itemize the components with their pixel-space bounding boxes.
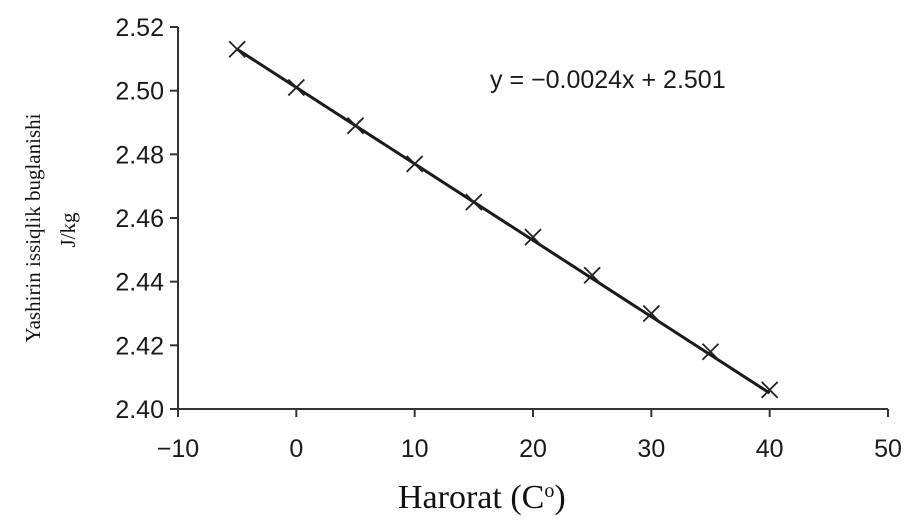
data-point-marker <box>287 78 305 97</box>
x-tick-label: 0 <box>289 435 303 463</box>
y-axis-title-line2: J/kg <box>56 212 80 248</box>
x-tick-label: 10 <box>401 435 429 463</box>
x-tick-label: 50 <box>874 435 902 463</box>
x-axis-title-close: ) <box>554 479 565 516</box>
data-point-marker <box>406 155 424 173</box>
data-point-marker <box>228 40 246 58</box>
data-point-marker <box>642 304 660 323</box>
data-markers <box>228 40 779 399</box>
data-point-marker <box>583 266 601 284</box>
trendline-equation: y = −0.0024x + 2.501 <box>490 66 726 94</box>
data-point-marker <box>761 381 779 399</box>
x-tick-label: 20 <box>519 435 547 463</box>
x-axis-title-superscript: o <box>544 480 554 502</box>
y-axis-title-line1: Yashirin issiqlik buglanishi <box>21 113 45 342</box>
y-tick-label: 2.48 <box>115 141 164 169</box>
data-point-marker <box>701 343 720 361</box>
trendline-group <box>236 48 771 395</box>
y-tick-label: 2.52 <box>115 14 164 42</box>
data-point-marker <box>346 117 365 135</box>
x-tick-label: 40 <box>756 435 784 463</box>
trendline <box>236 48 771 395</box>
x-axis-title-main: Harorat (C <box>398 479 544 516</box>
y-tick-label: 2.46 <box>115 205 164 233</box>
y-tick-label: 2.40 <box>115 396 164 424</box>
y-ticks: 2.40 2.42 2.44 2.46 2.48 2.50 2.52 <box>115 14 178 424</box>
y-tick-label: 2.50 <box>115 78 164 106</box>
x-ticks: −10 0 10 20 30 40 50 <box>157 409 902 463</box>
data-point-marker <box>524 228 542 246</box>
x-tick-label: −10 <box>157 435 199 463</box>
y-tick-label: 2.44 <box>115 269 164 297</box>
x-axis-title: Harorat (Co) <box>398 479 566 516</box>
data-point-marker <box>465 193 483 211</box>
y-tick-label: 2.42 <box>115 332 164 360</box>
x-tick-label: 30 <box>637 435 665 463</box>
